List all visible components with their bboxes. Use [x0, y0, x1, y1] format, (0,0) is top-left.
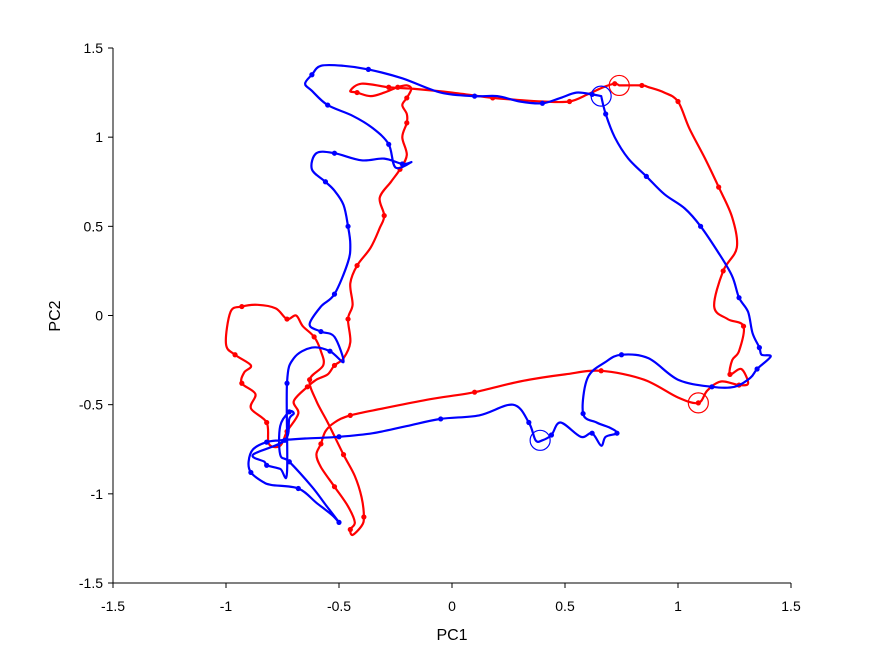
series-0: [224, 74, 750, 537]
data-point: [698, 223, 704, 229]
data-point: [232, 352, 238, 358]
data-point: [264, 439, 270, 445]
data-point: [325, 102, 331, 108]
data-point: [286, 459, 292, 465]
series-line: [224, 82, 750, 537]
data-point: [340, 452, 347, 458]
data-point: [675, 98, 681, 105]
data-point: [331, 484, 338, 490]
data-point: [307, 377, 313, 383]
x-tick-label: 1.5: [781, 598, 801, 614]
y-tick-label: 0: [95, 308, 103, 324]
data-point: [614, 430, 620, 436]
data-point: [727, 371, 733, 377]
data-point: [399, 161, 405, 167]
data-point: [720, 268, 726, 274]
data-point: [526, 419, 532, 426]
data-point: [740, 323, 747, 329]
data-point: [603, 111, 609, 117]
y-tick-label: 1.5: [84, 40, 104, 56]
data-point: [239, 380, 245, 386]
series-1: [247, 63, 772, 525]
data-point: [598, 368, 604, 374]
data-point: [331, 150, 338, 156]
data-point: [264, 462, 270, 468]
data-point: [612, 81, 618, 87]
data-point: [336, 434, 342, 440]
data-point: [295, 485, 301, 492]
data-point: [361, 514, 367, 520]
data-point: [395, 84, 401, 90]
data-point: [331, 291, 338, 297]
data-point: [264, 419, 270, 426]
data-point: [286, 409, 292, 415]
y-tick-label: 1: [95, 129, 103, 145]
data-point: [347, 412, 353, 418]
data-point: [716, 184, 722, 190]
data-point: [472, 93, 478, 99]
data-point: [345, 316, 351, 322]
data-point: [539, 100, 546, 106]
data-point: [331, 362, 338, 369]
data-point: [381, 213, 387, 219]
data-point: [282, 437, 288, 443]
y-tick-label: -1: [91, 486, 104, 502]
data-point: [589, 430, 595, 436]
y-tick-label: -0.5: [79, 397, 103, 413]
data-point: [284, 316, 290, 322]
data-point: [404, 95, 410, 101]
data-point: [347, 526, 353, 533]
data-point: [438, 416, 444, 422]
data-point: [736, 295, 742, 301]
data-point: [404, 120, 410, 126]
data-point: [695, 400, 701, 406]
y-tick-label: -1.5: [79, 575, 103, 591]
data-point: [472, 389, 478, 395]
x-tick-label: -0.5: [327, 598, 351, 614]
data-point: [354, 89, 360, 96]
data-point: [365, 66, 371, 72]
data-point: [322, 179, 329, 185]
y-axis-label: PC2: [47, 300, 64, 331]
x-tick-label: -1: [220, 598, 233, 614]
data-point: [318, 328, 324, 335]
data-point: [336, 519, 342, 525]
data-point: [284, 380, 290, 386]
x-axis-label: PC1: [436, 627, 467, 644]
data-point: [309, 72, 315, 78]
data-point: [643, 173, 649, 179]
data-point: [639, 82, 645, 89]
data-point: [386, 141, 392, 147]
start-marker: [590, 85, 612, 107]
data-point: [709, 384, 715, 390]
start-marker: [608, 74, 630, 97]
data-point: [311, 334, 317, 340]
data-point: [239, 303, 245, 310]
x-tick-label: 0: [448, 598, 456, 614]
data-point: [566, 98, 573, 105]
data-point: [304, 384, 310, 390]
data-point: [618, 352, 625, 358]
data-point: [248, 469, 254, 476]
data-point: [354, 262, 360, 269]
data-point: [386, 84, 392, 90]
data-point: [548, 432, 555, 438]
x-tick-label: 0.5: [555, 598, 575, 614]
x-tick-label: 1: [674, 598, 682, 614]
axes: -1.5 -1 -0.5 0 0.5 1 1.5 -1.5 -1 -0.5 0 0.5 1 1.5: [79, 40, 801, 614]
data-point: [756, 345, 762, 351]
data-point: [318, 441, 324, 447]
end-marker: [529, 429, 551, 451]
data-point: [327, 348, 333, 354]
data-point: [754, 366, 760, 372]
data-point: [345, 223, 351, 229]
end-marker: [687, 392, 709, 414]
data-point: [580, 410, 586, 417]
x-tick-label: -1.5: [101, 598, 125, 614]
y-tick-label: 0.5: [84, 218, 104, 234]
series-layer: [224, 63, 772, 537]
